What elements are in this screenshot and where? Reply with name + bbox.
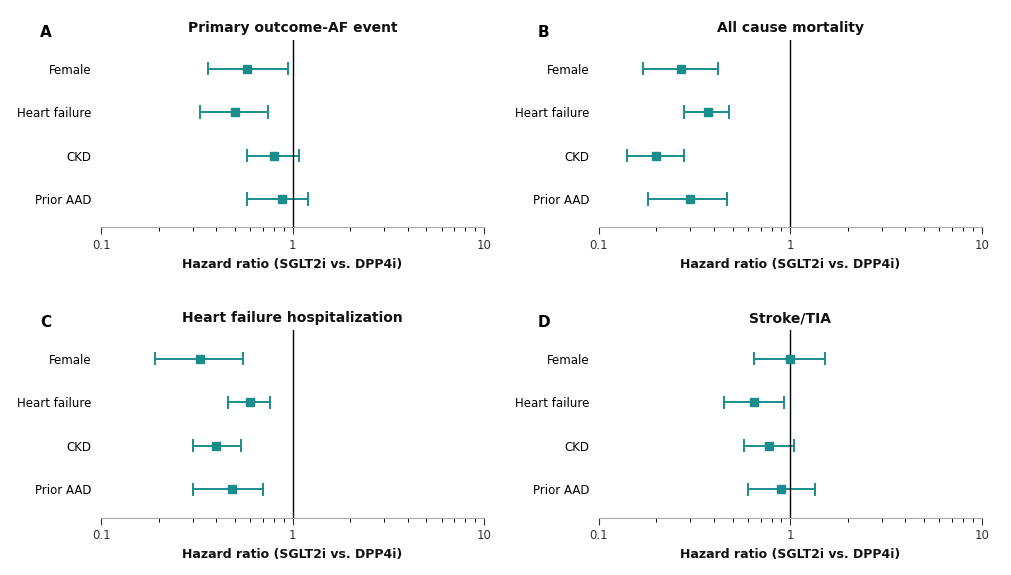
Title: All cause mortality: All cause mortality bbox=[716, 21, 862, 35]
X-axis label: Hazard ratio (SGLT2i vs. DPP4i): Hazard ratio (SGLT2i vs. DPP4i) bbox=[679, 258, 900, 271]
Title: Heart failure hospitalization: Heart failure hospitalization bbox=[182, 311, 402, 325]
Title: Primary outcome-AF event: Primary outcome-AF event bbox=[188, 21, 397, 35]
Text: C: C bbox=[39, 315, 51, 331]
Title: Stroke/TIA: Stroke/TIA bbox=[748, 311, 830, 325]
X-axis label: Hazard ratio (SGLT2i vs. DPP4i): Hazard ratio (SGLT2i vs. DPP4i) bbox=[182, 548, 402, 561]
Text: A: A bbox=[39, 25, 52, 40]
Text: B: B bbox=[537, 25, 549, 40]
Text: D: D bbox=[537, 315, 550, 331]
X-axis label: Hazard ratio (SGLT2i vs. DPP4i): Hazard ratio (SGLT2i vs. DPP4i) bbox=[679, 548, 900, 561]
X-axis label: Hazard ratio (SGLT2i vs. DPP4i): Hazard ratio (SGLT2i vs. DPP4i) bbox=[182, 258, 402, 271]
